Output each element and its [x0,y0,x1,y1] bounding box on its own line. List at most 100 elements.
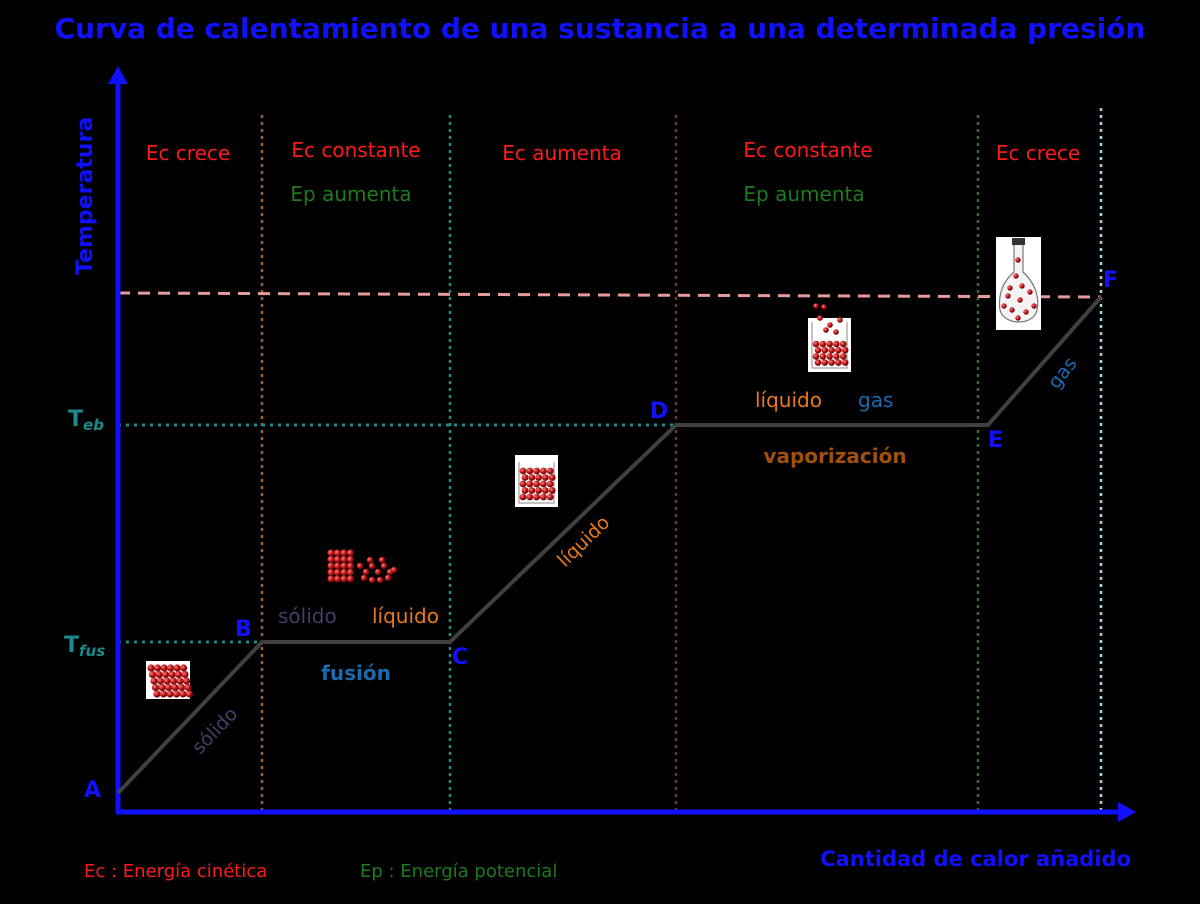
molecule [172,690,181,698]
molecule [378,556,386,564]
molecule [519,480,527,488]
molecule [519,467,527,475]
molecule [327,568,335,577]
molecule [1009,307,1015,313]
molecule [340,575,348,583]
molecule [346,575,355,583]
molecule [340,555,348,564]
point-a-label: A [84,778,101,803]
molecule [827,322,833,328]
vapor-liquido-label: líquido [755,388,822,412]
molecule [839,340,847,348]
boiling-beaker-illustration [808,303,851,372]
molecule [540,480,547,488]
molecule [164,683,173,692]
molecule [542,487,549,494]
molecule [384,574,392,582]
molecule [1001,303,1007,309]
legend-ec: Ec : Energía cinética [84,861,267,882]
tfus-label: Tfus [64,633,105,660]
molecule [150,677,158,685]
molecule [839,353,847,360]
region-2-ep: Ep aumenta [290,182,411,206]
diagram-title: Curva de calentamiento de una sustancia … [55,12,1146,45]
region-3-ec: Ec aumenta [502,141,621,165]
molecule [346,549,355,557]
molecule [327,549,335,557]
molecule [333,549,342,557]
legend-ep: Ep : Energía potencial [360,861,557,882]
molecule [346,562,355,570]
molecule [179,664,188,672]
solid-cube-illustration [146,661,194,699]
molecule [813,303,819,309]
molecule [828,359,835,366]
molecule [153,690,161,698]
molecule [340,549,348,557]
molecule [833,329,839,335]
molecule [526,493,534,501]
molecule [823,327,829,333]
molecule [356,562,364,570]
segment-gas-label: gas [1044,353,1082,393]
fusion-solido-label: sólido [278,604,337,628]
region-1-ec: Ec crece [146,141,230,165]
region-5-ec: Ec crece [996,141,1080,165]
molecule [521,487,529,494]
molecule [535,487,542,494]
molecule [368,562,376,570]
molecule [333,555,342,564]
molecule [540,493,547,501]
molecule [176,677,184,685]
molecule [169,677,178,685]
molecule [519,493,527,501]
molecule [528,487,536,494]
molecule [1023,309,1029,315]
molecule [1031,303,1037,309]
molecule [526,480,534,488]
molecule [1027,289,1033,295]
melting-illustration [327,549,398,584]
molecule [185,690,194,698]
molecule [837,317,843,323]
region-4-ec: Ec constante [743,138,872,162]
molecule [814,359,822,366]
molecule [548,487,556,494]
molecule [327,562,335,570]
molecule [548,474,556,481]
fusion-label: fusión [321,661,391,685]
molecule [147,664,155,672]
molecule [546,480,554,488]
f-temperature-line [117,291,1102,299]
molecule [521,474,529,481]
molecule [346,568,355,577]
point-f-label: F [1103,268,1118,293]
molecule [333,575,342,583]
molecule [155,670,163,679]
x-axis-arrow [1118,802,1136,822]
molecule [346,555,355,564]
molecule [833,353,840,360]
molecule [166,664,175,672]
molecule [835,346,842,354]
molecule [181,670,189,679]
teb-label: Teb [68,407,104,434]
molecule [148,670,157,679]
molecule [546,467,554,475]
molecule [817,315,823,321]
molecule [360,574,368,582]
molecule [327,555,335,564]
molecule [526,467,534,475]
y-axis-label: Temperatura [73,117,98,275]
molecule [812,353,820,360]
molecule [374,568,382,576]
molecule [173,664,181,672]
molecule [177,683,186,692]
molecule [340,568,348,577]
molecule [380,562,388,570]
molecule [333,568,342,577]
molecule [841,346,849,354]
point-b-label: B [235,617,252,642]
region-4-ep: Ep aumenta [743,182,864,206]
